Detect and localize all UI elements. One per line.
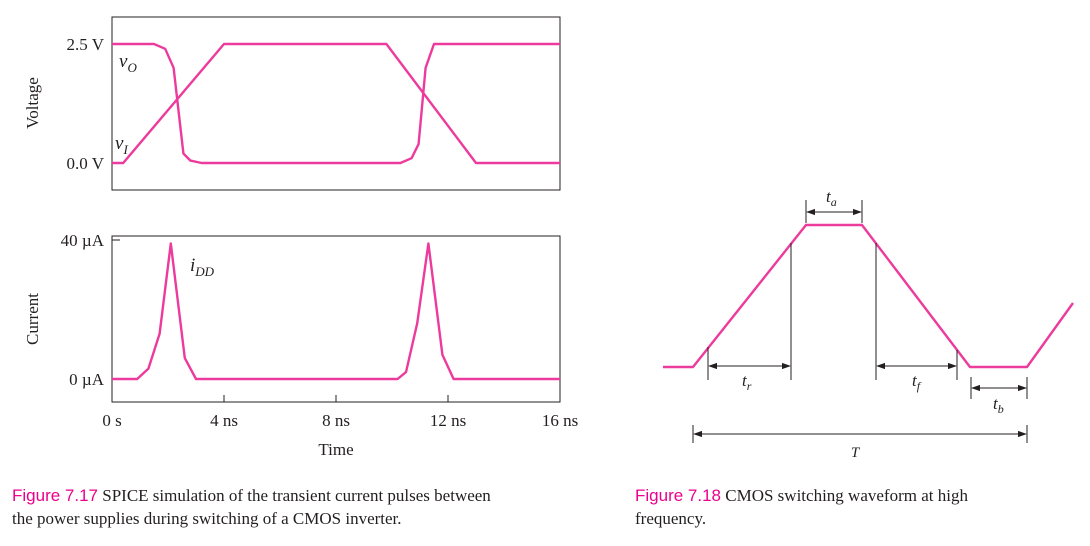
series-line-vO — [112, 42, 560, 165]
voltage-ytick-label-bottom: 0.0 V — [67, 154, 105, 173]
voltage-plot-frame — [111, 16, 561, 191]
current-ytick-label-bottom: 0 µA — [69, 370, 105, 389]
label-period: T — [851, 445, 861, 461]
xtick-label: 8 ns — [322, 411, 350, 430]
figure-canvas: Voltage 2.5 V 0.0 V vO vI Current 40 µA … — [23, 16, 1074, 461]
voltage-chart: Voltage 2.5 V 0.0 V vO vI — [23, 16, 561, 191]
series-line-vI — [112, 42, 560, 165]
label-tr: tr — [742, 371, 752, 393]
current-xlabel: Time — [318, 440, 353, 459]
current-ylabel: Current — [23, 293, 42, 345]
xtick-label: 16 ns — [542, 411, 578, 430]
caption-text: CMOS switching waveform at high — [721, 486, 968, 505]
xtick-label: 4 ns — [210, 411, 238, 430]
series-label-vI: vI — [115, 133, 128, 157]
voltage-ytick-label-top: 2.5 V — [67, 35, 105, 54]
caption-text: SPICE simulation of the transient curren… — [98, 486, 491, 505]
label-ta: ta — [826, 187, 837, 209]
xtick-label: 0 s — [102, 411, 121, 430]
current-ytick-label-top: 40 µA — [61, 231, 105, 250]
caption-label: Figure 7.17 — [12, 486, 98, 505]
caption-text: frequency. — [635, 509, 707, 528]
series-line-iDD — [112, 242, 560, 381]
caption-figure-7-18: Figure 7.18 CMOS switching waveform at h… — [635, 484, 968, 530]
caption-label: Figure 7.18 — [635, 486, 721, 505]
waveform-trace — [663, 223, 1074, 369]
series-label-iDD: iDD — [190, 255, 215, 279]
xtick-label: 12 ns — [430, 411, 466, 430]
voltage-ylabel: Voltage — [23, 77, 42, 129]
series-label-vO: vO — [119, 51, 137, 75]
switching-waveform-diagram: ta tr tf tb T — [663, 187, 1074, 461]
label-tb: tb — [993, 394, 1004, 416]
current-chart: Current 40 µA 0 µA 0 s 4 ns 8 ns 12 ns 16 ns… — [23, 231, 578, 459]
caption-figure-7-17: Figure 7.17 SPICE simulation of the tran… — [12, 484, 491, 530]
current-xticks: 0 s 4 ns 8 ns 12 ns 16 ns — [102, 395, 578, 430]
label-tf: tf — [912, 371, 922, 393]
caption-text: the power supplies during switching of a… — [12, 509, 402, 528]
